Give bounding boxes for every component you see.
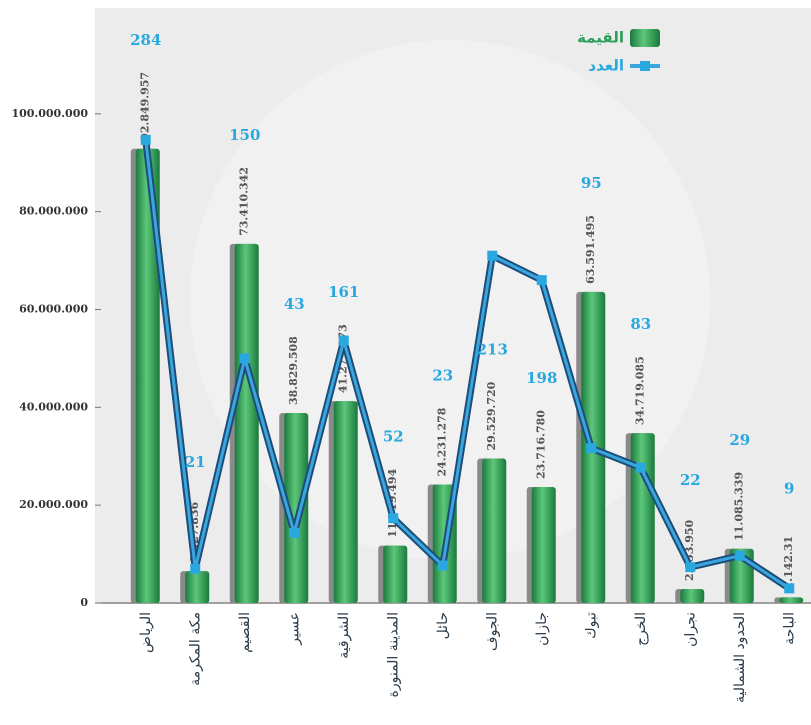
x-tick-label: مكة المكرمة: [187, 612, 203, 686]
line-marker: [487, 250, 498, 261]
bar: [234, 243, 259, 604]
value-label: 23.716.780: [535, 410, 548, 479]
legend-swatch: [640, 61, 650, 71]
y-tick-label: 20.000.000: [19, 498, 88, 511]
bar: [135, 148, 160, 603]
x-tick-label: حائل: [435, 612, 451, 639]
bar: [482, 458, 507, 603]
count-label: 43: [284, 295, 305, 313]
line-marker: [685, 562, 696, 573]
line-marker: [289, 527, 300, 538]
bar: [284, 413, 309, 603]
count-label: 23: [432, 366, 453, 384]
bar: [531, 486, 556, 603]
legend-swatch: [630, 29, 660, 47]
bar: [383, 545, 408, 603]
x-tick-label: نجران: [682, 612, 698, 647]
count-label: 29: [729, 431, 750, 449]
count-label: 21: [185, 453, 206, 471]
line-marker: [437, 560, 448, 571]
count-label: 22: [680, 471, 701, 489]
count-label: 213: [477, 341, 508, 359]
x-tick-label: المدينة المنورة: [385, 612, 401, 697]
line-marker: [734, 550, 745, 561]
count-label: 95: [581, 174, 602, 192]
line-marker: [239, 353, 250, 364]
y-tick-label: 80.000.000: [19, 205, 88, 218]
bar: [630, 433, 655, 603]
line-marker: [338, 335, 349, 346]
line-marker: [190, 563, 201, 574]
count-label: 83: [630, 315, 651, 333]
count-label: 284: [130, 31, 161, 49]
line: [144, 139, 791, 590]
count-label: 52: [383, 428, 404, 446]
bar: [779, 597, 804, 603]
x-tick-label: عسير: [286, 612, 302, 646]
value-label: 11.085.339: [733, 472, 746, 541]
value-label: 92.849.957: [139, 72, 152, 141]
y-tick-label: 100.000.000: [11, 107, 88, 120]
value-label: 24.231.278: [436, 407, 449, 476]
value-label: 38.829.508: [287, 336, 300, 405]
legend-label: العدد: [588, 57, 624, 75]
bar: [680, 589, 705, 603]
legend-label: القيمة: [577, 29, 624, 47]
value-label: 34.719.085: [634, 356, 647, 425]
y-tick-label: 40.000.000: [19, 400, 88, 413]
x-tick-label: جازان: [534, 612, 550, 646]
bar: [185, 571, 210, 603]
x-tick-label: تبوك: [583, 612, 599, 639]
line-marker: [536, 275, 547, 286]
value-label: 1.142.31: [782, 536, 795, 590]
line-marker: [635, 462, 646, 473]
value-label: 63.591.495: [584, 215, 597, 284]
x-tick-label: الشرقية: [336, 612, 352, 659]
value-label: 29.529.720: [485, 381, 498, 450]
count-label: 9: [784, 479, 794, 497]
count-label: 198: [526, 369, 557, 387]
x-tick-label: الجوف: [484, 612, 500, 651]
y-tick-label: 0: [80, 596, 88, 609]
count-label: 161: [328, 283, 359, 301]
x-tick-label: الخرج: [633, 612, 649, 646]
x-tick-label: الباحة: [781, 612, 797, 645]
line-marker: [784, 583, 795, 594]
x-tick-label: الحدود الشمالية: [732, 612, 748, 703]
count-label: 150: [229, 126, 260, 144]
y-tick-label: 60.000.000: [19, 303, 88, 316]
x-tick-label: الرياض: [138, 612, 154, 653]
line-marker: [140, 134, 151, 145]
line-marker: [586, 443, 597, 454]
line-marker: [388, 513, 399, 524]
bar: [333, 401, 358, 603]
x-tick-label: القصيم: [237, 612, 253, 653]
value-label: 73.410.342: [238, 167, 251, 236]
